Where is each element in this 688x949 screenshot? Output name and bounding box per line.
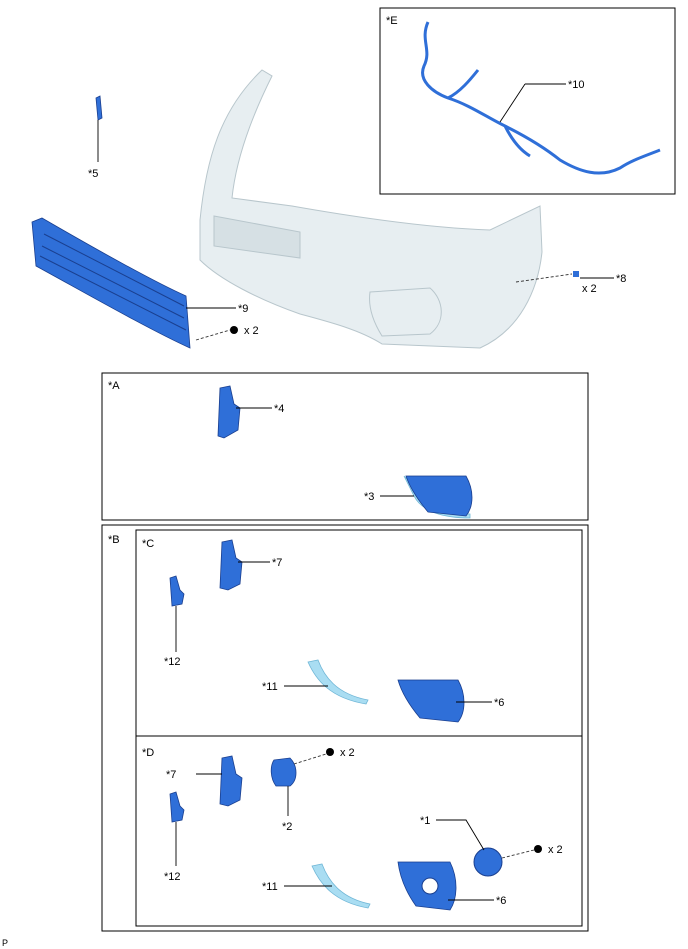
part-9-lower-grille <box>31 217 191 349</box>
box-c-label: *C <box>142 538 154 550</box>
label-12-d: *12 <box>164 871 181 883</box>
qty-9: x 2 <box>244 325 259 337</box>
label-7-d: *7 <box>166 769 176 781</box>
part-11-d <box>311 863 371 909</box>
footer-code: P <box>2 938 8 948</box>
box-c <box>135 529 583 737</box>
box-d <box>135 735 583 927</box>
qty-2: x 2 <box>340 747 355 759</box>
label-11-d: *11 <box>262 881 278 893</box>
leader-1 <box>436 819 485 851</box>
label-8: *8 <box>616 273 626 285</box>
front-bumper-cover <box>199 69 543 349</box>
label-3: *3 <box>364 491 374 503</box>
bumper-foglamp-opening <box>369 287 442 337</box>
part-11-c <box>307 659 369 705</box>
box-e <box>379 7 676 195</box>
dash-2 <box>293 753 327 765</box>
part-4 <box>217 385 241 439</box>
part-6-d-opening <box>421 877 439 895</box>
label-7-c: *7 <box>272 557 282 569</box>
box-b <box>101 524 589 932</box>
part-5 <box>95 95 103 121</box>
box-a <box>101 372 589 521</box>
label-6-d: *6 <box>496 895 506 907</box>
part-7-c <box>219 539 243 591</box>
label-2: *2 <box>282 821 292 833</box>
box-b-label: *B <box>108 534 120 546</box>
label-5: *5 <box>88 168 98 180</box>
box-d-label: *D <box>142 747 154 759</box>
bumper-lower-grille-opening <box>213 215 301 259</box>
part-12-c <box>169 575 185 607</box>
clip-icon-9 <box>230 326 238 334</box>
qty-1: x 2 <box>548 844 563 856</box>
part-8 <box>573 271 579 277</box>
label-1: *1 <box>420 815 430 827</box>
label-12-c: *12 <box>164 656 181 668</box>
wire-harness <box>421 21 661 175</box>
dash-9 <box>195 329 231 341</box>
part-1-fog-lamp <box>473 847 503 877</box>
part-3-cover <box>405 475 473 517</box>
screw-icon-2 <box>326 748 334 756</box>
box-e-label: *E <box>386 15 398 27</box>
label-11-c: *11 <box>262 681 278 693</box>
dash-1 <box>501 849 535 859</box>
box-a-label: *A <box>108 380 120 392</box>
dash-8 <box>515 273 573 283</box>
part-7-d <box>219 755 243 807</box>
label-4: *4 <box>274 403 284 415</box>
part-6-c <box>397 679 465 723</box>
part-2-bracket <box>270 757 297 787</box>
leader-10 <box>499 83 526 123</box>
part-12-d <box>169 791 185 823</box>
label-6-c: *6 <box>494 697 504 709</box>
label-9: *9 <box>238 303 248 315</box>
screw-icon-1 <box>534 845 542 853</box>
label-10: *10 <box>568 79 585 91</box>
qty-8: x 2 <box>582 283 597 295</box>
